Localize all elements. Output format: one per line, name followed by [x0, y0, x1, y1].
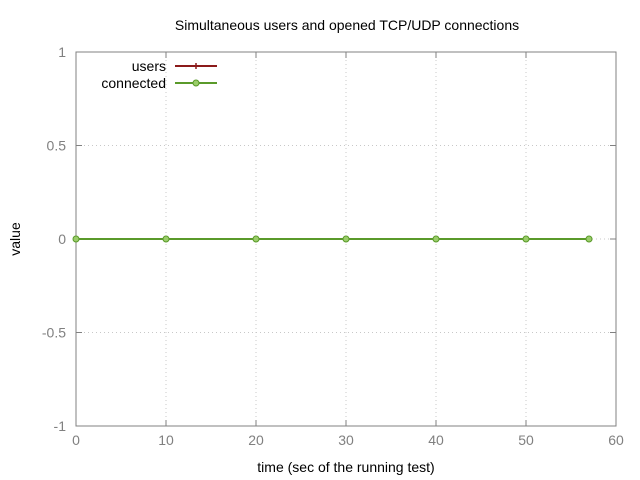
- x-tick-label: 30: [338, 432, 354, 448]
- data-point-connected: [162, 235, 170, 243]
- y-tick-label: -1: [54, 418, 67, 434]
- data-point-connected: [522, 235, 530, 243]
- y-tick-label: 0: [58, 231, 66, 247]
- y-tick-label: 1: [58, 44, 66, 60]
- chart-title: Simultaneous users and opened TCP/UDP co…: [175, 17, 519, 33]
- series-group: [72, 235, 593, 243]
- data-point-connected: [252, 235, 260, 243]
- series-connected: [72, 235, 593, 243]
- x-tick-label: 60: [608, 432, 624, 448]
- data-point-connected: [72, 235, 80, 243]
- y-tick-label: 0.5: [47, 138, 67, 154]
- legend-label: users: [132, 58, 166, 74]
- x-tick-label: 50: [518, 432, 534, 448]
- legend-label: connected: [101, 75, 166, 91]
- legend-marker: [192, 79, 200, 87]
- data-point-connected: [585, 235, 593, 243]
- data-point-connected: [432, 235, 440, 243]
- x-tick-label: 20: [248, 432, 264, 448]
- legend-marker: [193, 63, 199, 69]
- x-tick-label: 0: [72, 432, 80, 448]
- y-tick-label: -0.5: [42, 325, 66, 341]
- x-tick-label: 10: [158, 432, 174, 448]
- x-axis-label: time (sec of the running test): [257, 459, 434, 475]
- data-point-connected: [342, 235, 350, 243]
- legend-entry-users: users: [132, 58, 217, 74]
- y-axis-label: value: [7, 222, 23, 256]
- x-axis-ticks: 0 10 20 30 40 50 60: [72, 52, 624, 448]
- x-tick-label: 40: [428, 432, 444, 448]
- legend-entry-connected: connected: [101, 75, 217, 91]
